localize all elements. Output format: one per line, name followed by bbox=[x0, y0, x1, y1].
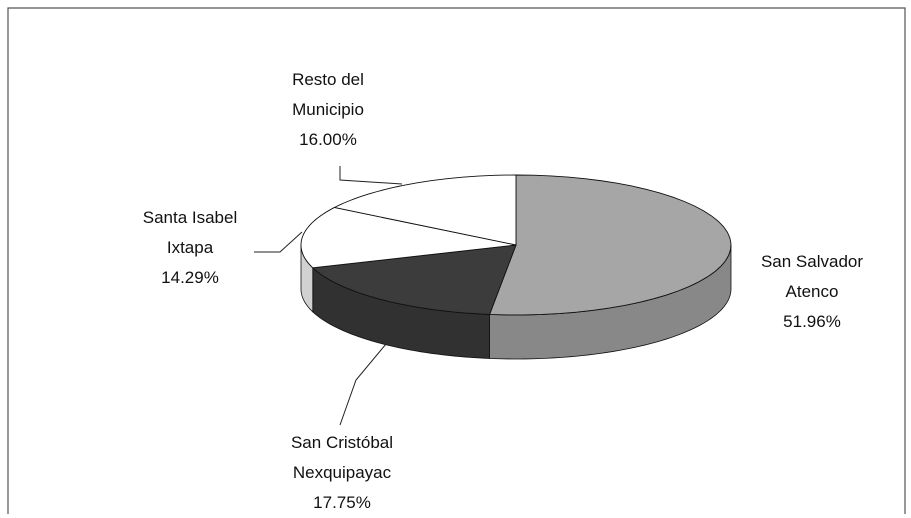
data-label: San Cristóbal Nexquipayac 17.75% bbox=[277, 428, 407, 518]
label-name: Santa Isabel Ixtapa bbox=[142, 208, 238, 257]
label-name: San Salvador Atenco bbox=[760, 252, 864, 301]
label-value: 14.29% bbox=[161, 268, 219, 287]
pie bbox=[300, 174, 732, 360]
leader-line bbox=[339, 343, 387, 426]
data-label: San Salvador Atenco 51.96% bbox=[752, 247, 872, 337]
label-value: 16.00% bbox=[299, 130, 357, 149]
pie-slice bbox=[300, 207, 517, 269]
leader-line bbox=[339, 166, 403, 185]
label-name: San Cristóbal Nexquipayac bbox=[290, 433, 394, 482]
leader-line bbox=[254, 231, 303, 253]
pie-slice bbox=[488, 174, 732, 316]
data-label: Resto del Municipio 16.00% bbox=[276, 65, 380, 155]
pie-slice bbox=[333, 174, 517, 246]
label-value: 51.96% bbox=[783, 312, 841, 331]
label-name: Resto del Municipio bbox=[292, 70, 364, 119]
frame bbox=[7, 7, 906, 514]
data-label: Santa Isabel Ixtapa 14.29% bbox=[134, 203, 246, 293]
label-value: 17.75% bbox=[313, 493, 371, 512]
